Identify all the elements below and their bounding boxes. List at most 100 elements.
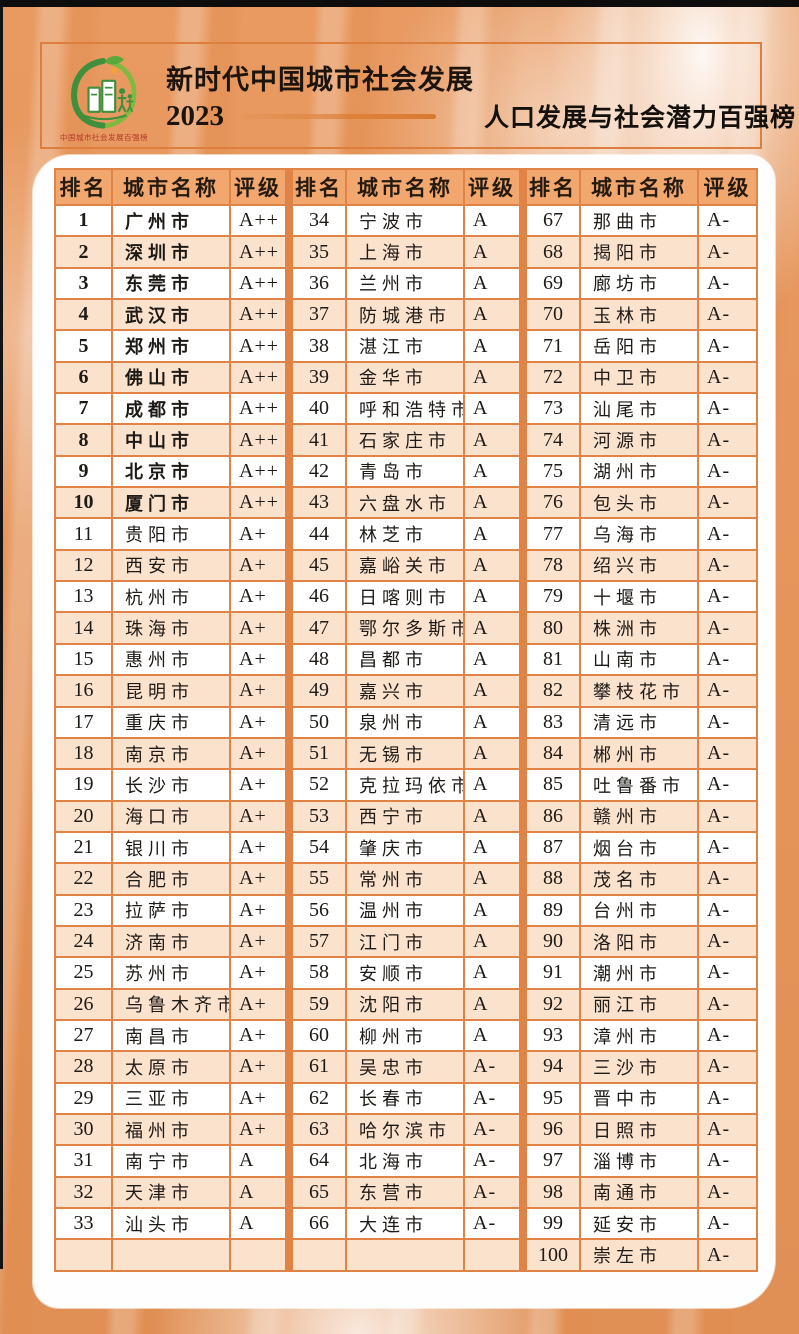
cell-city: 郑州市 [111, 329, 231, 363]
cell-rank: 57 [285, 924, 347, 959]
cell-rank: 22 [54, 862, 113, 896]
cell-rank: 34 [285, 203, 347, 238]
cell-rank: 74 [519, 423, 581, 457]
cell-rating: A [463, 674, 524, 708]
table-row: 19 长沙市 A+ 52 克拉玛依市 A 85 吐鲁番市 A- [54, 768, 758, 802]
cell-rating: A- [463, 1144, 524, 1178]
cell-rank: 45 [285, 548, 347, 583]
table-row: 11 贵阳市 A+ 44 林芝市 A 77 乌海市 A- [54, 517, 758, 551]
cell-rating: A [463, 893, 524, 927]
cell-rating: A++ [229, 235, 290, 269]
cell-rating: A [463, 862, 524, 896]
cell-rating: A- [697, 736, 758, 771]
cell-rating: A- [697, 1206, 758, 1241]
cell-rank: 73 [519, 392, 581, 426]
table-row: 30 福州市 A+ 63 哈尔滨市 A- 96 日照市 A- [54, 1112, 758, 1147]
cell-city: 日喀则市 [345, 580, 465, 614]
cell-city: 呼和浩特市 [345, 392, 465, 426]
cell-rating: A [463, 392, 524, 426]
cell-city: 天津市 [111, 1175, 231, 1210]
cell-rating: A++ [229, 392, 290, 426]
cell-rating: A++ [229, 203, 290, 238]
cell-city: 六盘水市 [345, 486, 465, 520]
cell-city: 南京市 [111, 736, 231, 771]
cell-rating: A- [697, 1238, 758, 1272]
cell-rank: 23 [54, 893, 113, 927]
table-row: 9 北京市 A++ 42 青岛市 A 75 湖州市 A- [54, 454, 758, 489]
cell-rating: A [463, 203, 524, 238]
cell-rating: A- [697, 580, 758, 614]
cell-rank [285, 1238, 347, 1272]
cell-rank: 41 [285, 423, 347, 457]
cell-rating: A- [697, 454, 758, 489]
cell-city: 柳州市 [345, 1018, 465, 1053]
cell-rank: 44 [285, 517, 347, 551]
cell-rank: 76 [519, 486, 581, 520]
cell-rank: 21 [54, 830, 113, 865]
cell-city: 嘉兴市 [345, 674, 465, 708]
table-row: 5 郑州市 A++ 38 湛江市 A 71 岳阳市 A- [54, 329, 758, 363]
cell-rating: A- [697, 329, 758, 363]
cell-city: 烟台市 [579, 830, 699, 865]
table-row: 8 中山市 A++ 41 石家庄市 A 74 河源市 A- [54, 423, 758, 457]
cell-rating: A- [697, 705, 758, 739]
cell-rank: 27 [54, 1018, 113, 1053]
cell-rank: 88 [519, 862, 581, 896]
cell-city: 拉萨市 [111, 893, 231, 927]
cell-city: 河源市 [579, 423, 699, 457]
cell-city: 日照市 [579, 1112, 699, 1147]
cell-rating: A- [697, 956, 758, 990]
cell-city: 青岛市 [345, 454, 465, 489]
table-row: 14 珠海市 A+ 47 鄂尔多斯市 A 80 株洲市 A- [54, 611, 758, 645]
cell-rating: A+ [229, 705, 290, 739]
cell-rating: A- [697, 235, 758, 269]
ranking-table-body: 1 广州市 A++ 34 宁波市 A 67 那曲市 A- 2 深圳市 A++ 35 上海市 A 68 揭阳市 A-… [54, 203, 758, 1272]
cell-city: 湛江市 [345, 329, 465, 363]
cell-rating: A [463, 580, 524, 614]
cell-rating: A+ [229, 768, 290, 802]
cell-rank: 8 [54, 423, 113, 457]
cell-rank: 6 [54, 360, 113, 395]
cell-city: 株洲市 [579, 611, 699, 645]
table-row: 15 惠州市 A+ 48 昌都市 A 81 山南市 A- [54, 642, 758, 677]
cell-rating: A [463, 799, 524, 833]
cell-rank: 70 [519, 298, 581, 332]
cell-rank: 43 [285, 486, 347, 520]
table-header-row: 排名 城市名称 评级 排名 城市名称 评级 排名 城市名称 评级 [54, 168, 758, 206]
cell-city: 厦门市 [111, 486, 231, 520]
cell-rank: 29 [54, 1081, 113, 1115]
cell-rating: A+ [229, 517, 290, 551]
cell-rating: A- [697, 987, 758, 1021]
cell-city: 江门市 [345, 924, 465, 959]
cell-rank: 59 [285, 987, 347, 1021]
cell-rating: A [463, 830, 524, 865]
table-row: 27 南昌市 A+ 60 柳州市 A 93 漳州市 A- [54, 1018, 758, 1053]
table-row: 3 东莞市 A++ 36 兰州市 A 69 廊坊市 A- [54, 266, 758, 301]
cell-rating: A- [697, 1112, 758, 1147]
cell-rating: A [463, 266, 524, 301]
cell-city: 鄂尔多斯市 [345, 611, 465, 645]
cell-rating: A+ [229, 1018, 290, 1053]
cell-city: 嘉峪关市 [345, 548, 465, 583]
cell-rating: A- [463, 1112, 524, 1147]
table-row: 100 崇左市 A- [54, 1238, 758, 1272]
cell-city: 绍兴市 [579, 548, 699, 583]
cell-city: 济南市 [111, 924, 231, 959]
cell-rank: 25 [54, 956, 113, 990]
table-row: 24 济南市 A+ 57 江门市 A 90 洛阳市 A- [54, 924, 758, 959]
cell-rank: 51 [285, 736, 347, 771]
cell-rating: A- [697, 893, 758, 927]
table-row: 1 广州市 A++ 34 宁波市 A 67 那曲市 A- [54, 203, 758, 238]
cell-rating: A [463, 548, 524, 583]
logo-emblem-icon [71, 55, 137, 129]
table-row: 12 西安市 A+ 45 嘉峪关市 A 78 绍兴市 A- [54, 548, 758, 583]
cell-city: 攀枝花市 [579, 674, 699, 708]
cell-city: 防城港市 [345, 298, 465, 332]
cell-city: 崇左市 [579, 1238, 699, 1272]
cell-rating: A [463, 611, 524, 645]
cell-rank: 2 [54, 235, 113, 269]
cell-rank: 98 [519, 1175, 581, 1210]
cell-city: 宁波市 [345, 203, 465, 238]
cell-rank: 20 [54, 799, 113, 833]
table-row: 6 佛山市 A++ 39 金华市 A 72 中卫市 A- [54, 360, 758, 395]
